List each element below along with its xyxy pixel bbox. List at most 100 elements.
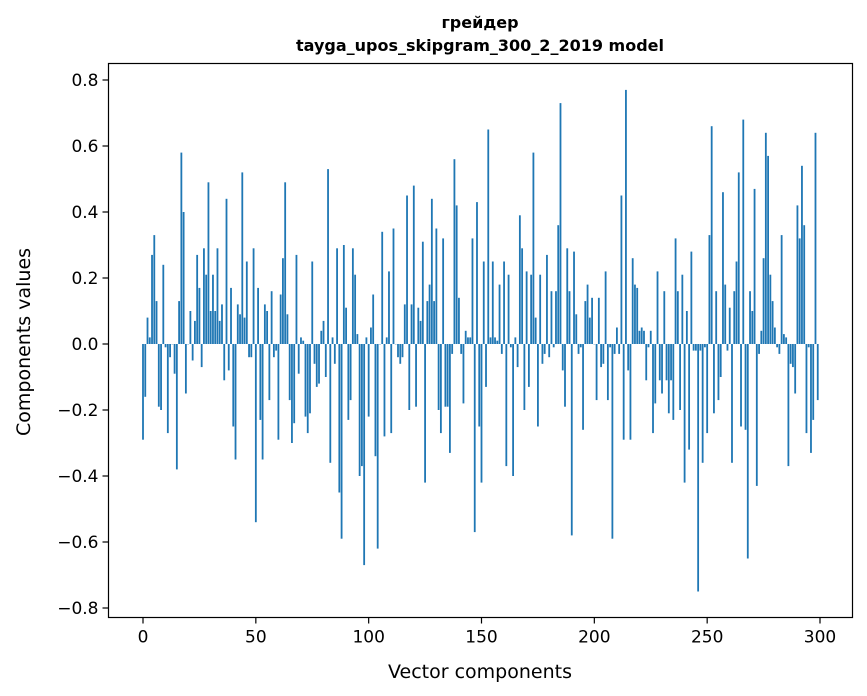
bar-23: [194, 320, 196, 344]
bar-70: [300, 337, 302, 344]
bar-258: [724, 284, 727, 344]
bar-158: [498, 284, 501, 344]
bar-195: [582, 344, 584, 430]
bar-194: [579, 344, 582, 348]
bar-199: [591, 297, 593, 344]
bar-173: [532, 152, 535, 344]
y-tick-label: −0.6: [57, 533, 98, 553]
bar-42: [236, 304, 239, 344]
y-tick-label: 0.4: [71, 203, 98, 223]
bar-263: [735, 261, 738, 344]
bar-275: [762, 258, 765, 344]
bar-14: [173, 344, 176, 374]
bar-154: [489, 337, 492, 344]
bar-193: [577, 344, 580, 354]
bar-39: [230, 287, 232, 344]
bar-238: [679, 344, 681, 410]
bar-290: [796, 205, 799, 344]
bar-147: [473, 344, 476, 533]
bar-29: [207, 182, 210, 344]
bar-227: [654, 344, 657, 404]
bar-157: [496, 340, 499, 344]
bar-264: [737, 172, 740, 344]
bar-117: [406, 195, 408, 344]
bar-196: [584, 301, 587, 344]
bar-71: [302, 340, 305, 344]
bar-246: [697, 344, 700, 592]
bar-93: [351, 248, 354, 344]
bar-21: [189, 311, 192, 344]
bar-175: [537, 344, 539, 427]
bar-97: [360, 344, 363, 467]
bar-230: [661, 344, 663, 394]
chart-title-line2: tayga_upos_skipgram_300_2_2019 model: [296, 36, 664, 55]
bar-116: [403, 304, 406, 344]
bar-149: [478, 344, 481, 427]
bar-48: [250, 344, 253, 358]
bar-73: [306, 344, 309, 434]
bars-group: [142, 89, 819, 592]
bar-257: [722, 192, 724, 344]
bar-32: [214, 311, 217, 344]
bar-90: [345, 307, 348, 344]
bar-106: [381, 231, 384, 344]
bar-33: [216, 248, 219, 344]
bar-237: [676, 291, 679, 344]
bar-293: [803, 225, 806, 344]
bar-125: [424, 344, 426, 483]
bar-278: [769, 274, 772, 344]
bar-9: [162, 264, 165, 344]
bar-249: [704, 344, 706, 348]
bar-295: [807, 344, 810, 348]
bar-174: [534, 317, 537, 344]
x-axis-label: Vector components: [388, 661, 572, 683]
bar-235: [672, 344, 675, 420]
bar-122: [417, 307, 420, 344]
bar-94: [354, 274, 357, 344]
bar-170: [525, 271, 528, 344]
bar-5: [153, 235, 156, 344]
y-axis-label: Components values: [13, 248, 35, 436]
bar-110: [390, 344, 393, 434]
bar-252: [710, 126, 713, 344]
bar-58: [272, 344, 275, 358]
bar-268: [746, 344, 749, 559]
bar-183: [555, 291, 557, 344]
bar-214: [625, 89, 627, 345]
bar-152: [485, 344, 487, 387]
bar-99: [365, 337, 368, 344]
bar-281: [776, 344, 779, 348]
x-tick-label: 250: [691, 628, 723, 648]
bar-103: [374, 344, 377, 457]
bar-239: [681, 274, 684, 344]
bar-2: [146, 317, 149, 344]
bar-138: [453, 159, 456, 344]
bar-75: [311, 261, 314, 344]
bar-123: [419, 320, 422, 344]
bar-128: [430, 198, 433, 344]
bar-143: [464, 330, 467, 344]
bar-289: [794, 344, 797, 394]
y-axis-ticks: −0.8 −0.6 −0.4 −0.2 0.0 0.2 0.4 0.6 0.8: [57, 71, 109, 619]
y-tick-label: −0.8: [57, 599, 98, 619]
bar-206: [606, 344, 609, 401]
bar-185: [559, 103, 562, 344]
bar-88: [340, 344, 343, 539]
bar-220: [638, 330, 641, 344]
bar-242: [688, 344, 691, 450]
bar-254: [715, 291, 718, 344]
bar-272: [755, 344, 758, 486]
bar-141: [460, 344, 463, 354]
bar-259: [726, 344, 729, 351]
bar-38: [227, 344, 230, 371]
bar-171: [527, 344, 530, 387]
bar-118: [408, 344, 411, 410]
bar-62: [282, 258, 284, 344]
bar-59: [275, 344, 278, 351]
bar-248: [701, 344, 704, 463]
x-axis-ticks: 0 50 100 150 200 250 300: [138, 617, 836, 648]
bar-223: [645, 344, 648, 381]
bar-34: [218, 320, 221, 344]
bar-137: [451, 344, 454, 354]
